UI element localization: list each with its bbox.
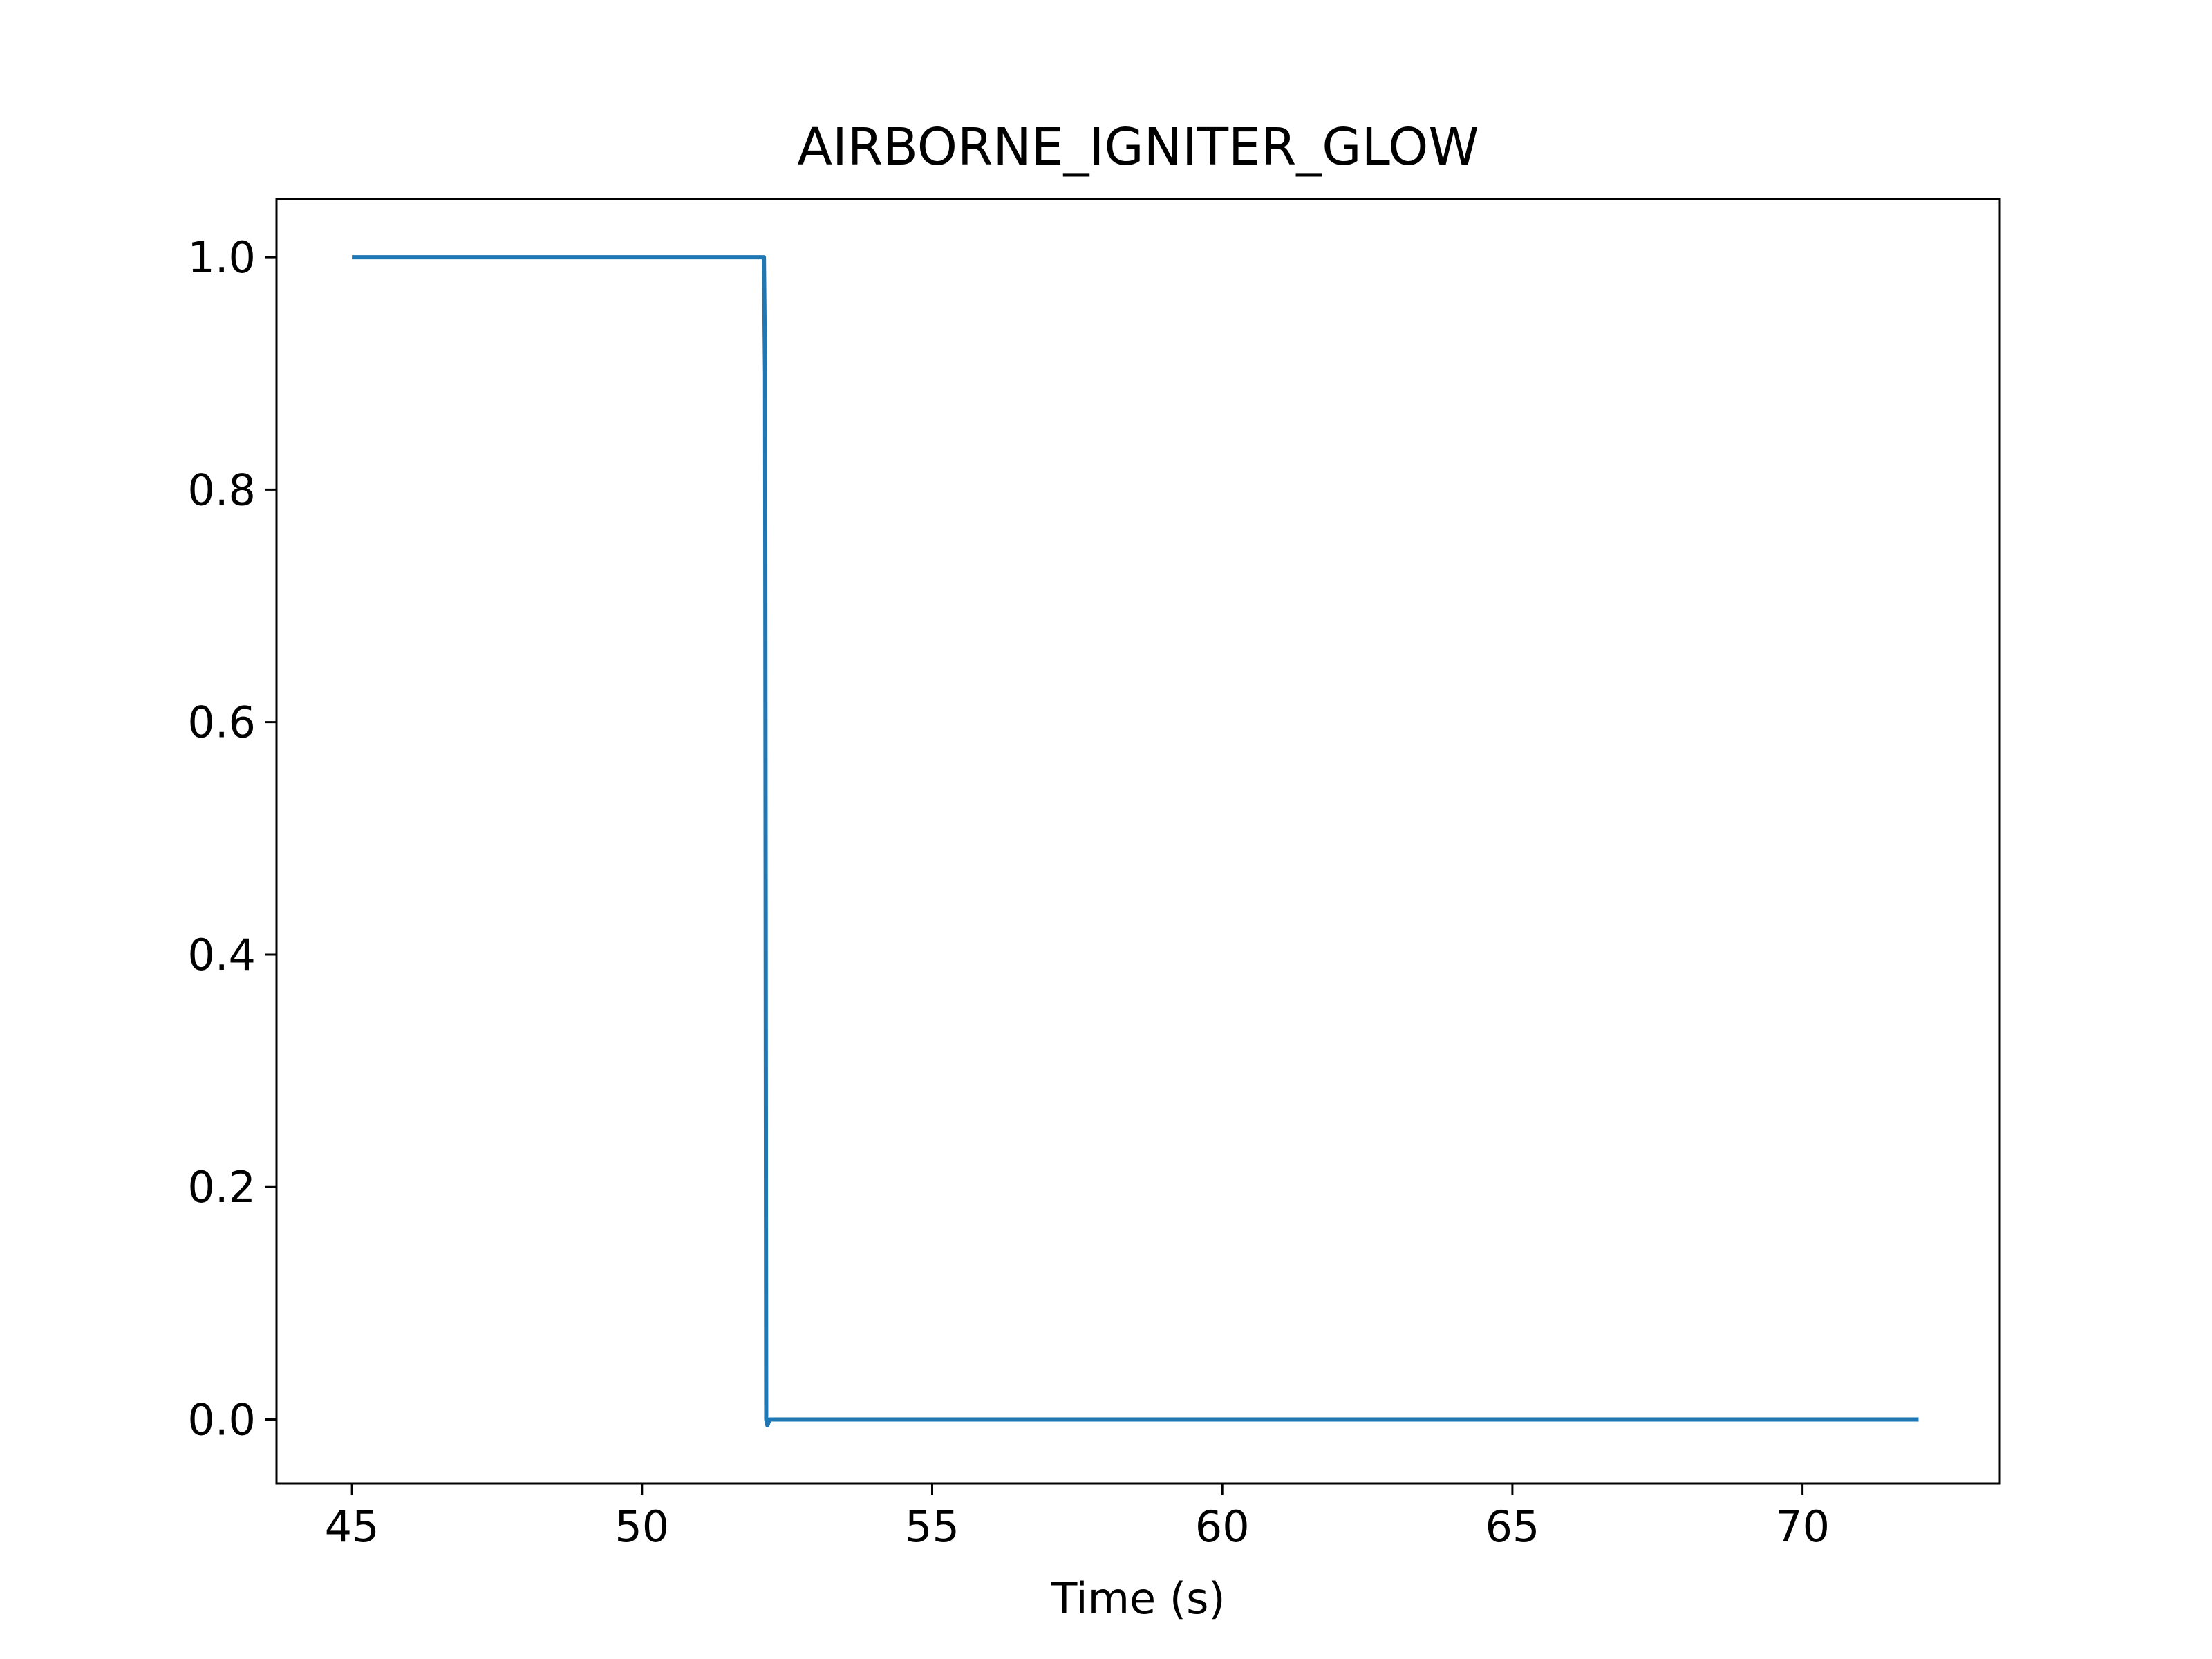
x-axis-label: Time (s) — [1050, 1573, 1225, 1624]
y-tick-label: 0.0 — [187, 1395, 256, 1445]
y-tick-label: 0.4 — [187, 930, 256, 980]
x-axis: 45 50 55 60 65 70 — [325, 1483, 1830, 1552]
y-tick-label: 0.8 — [187, 465, 256, 515]
x-tick-label: 60 — [1195, 1501, 1250, 1552]
series-line-0 — [352, 255, 1919, 1427]
plot-frame — [275, 198, 2001, 1485]
chart-title: AIRBORNE_IGNITER_GLOW — [797, 118, 1479, 177]
plot-area — [352, 255, 1919, 1427]
x-tick-label: 45 — [325, 1501, 379, 1552]
y-tick-label: 0.6 — [187, 697, 256, 748]
y-tick-label: 1.0 — [187, 232, 256, 283]
y-tick-label: 0.2 — [187, 1162, 256, 1212]
x-tick-label: 50 — [615, 1501, 669, 1552]
y-axis: 0.0 0.2 0.4 0.6 0.8 1.0 — [187, 232, 276, 1445]
x-tick-label: 65 — [1485, 1501, 1539, 1552]
x-tick-label: 55 — [905, 1501, 959, 1552]
x-tick-label: 70 — [1775, 1501, 1830, 1552]
